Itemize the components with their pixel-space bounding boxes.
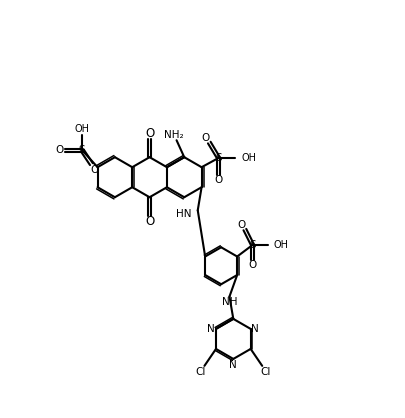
Text: O: O [248, 260, 256, 270]
Text: O: O [145, 214, 154, 227]
Text: Cl: Cl [260, 367, 271, 377]
Text: O: O [201, 133, 209, 143]
Text: OH: OH [241, 153, 256, 163]
Text: Cl: Cl [195, 367, 205, 377]
Text: HN: HN [176, 209, 191, 219]
Text: O: O [90, 165, 98, 174]
Text: OH: OH [273, 240, 288, 250]
Text: OH: OH [75, 125, 90, 135]
Text: O: O [214, 175, 222, 185]
Text: O: O [55, 145, 64, 155]
Text: S: S [215, 153, 221, 163]
Text: O: O [236, 220, 245, 230]
Text: N: N [229, 360, 237, 370]
Text: N: N [251, 324, 258, 334]
Text: O: O [145, 127, 154, 140]
Text: S: S [79, 145, 85, 155]
Text: NH: NH [221, 297, 237, 307]
Text: N: N [207, 324, 215, 334]
Text: NH₂: NH₂ [164, 130, 183, 140]
Text: S: S [249, 240, 255, 250]
